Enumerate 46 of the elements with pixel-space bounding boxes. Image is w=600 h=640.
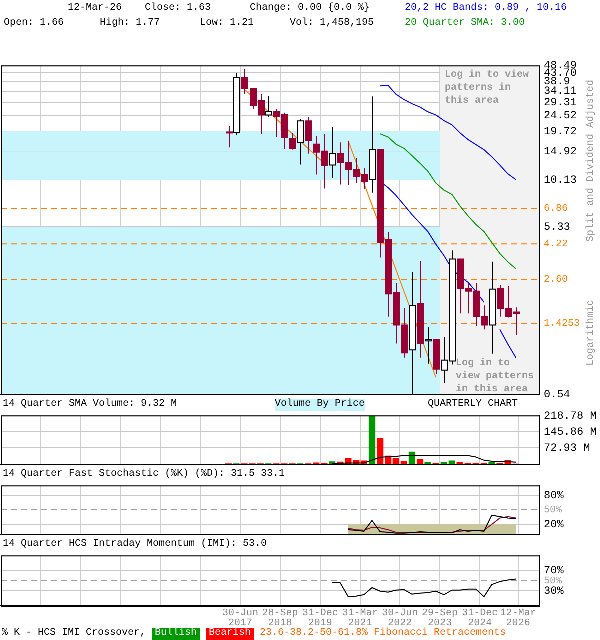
y-tick-label: 24.52: [544, 110, 578, 122]
chart-title: 14 Quarter Fast Stochastic (%K) (%D): 31.5 33.1: [3, 469, 286, 481]
y-tick-label: 145.86 M: [544, 426, 597, 439]
y-tick-label: 10.13: [544, 174, 578, 187]
ref-line-label: 2.60: [544, 275, 568, 286]
text: 12-Mar-26: [68, 3, 122, 15]
text: Vol: 1,458,195: [290, 18, 374, 30]
text: High: 1.77: [100, 18, 160, 30]
text: % K - HCS IMI Crossover,: [2, 628, 146, 640]
ref-line-label: 50%: [544, 506, 562, 517]
y-tick-label: 20%: [544, 520, 564, 532]
bar: [416, 459, 424, 464]
x-tick-label: 12-Mar 2026: [500, 608, 536, 630]
text: 20,2 HC Bands: 0.89 , 10.16: [405, 3, 568, 15]
ref-line-label: 50%: [544, 576, 562, 588]
y-axis-title: Split and Dividend Adjusted: [586, 80, 598, 242]
text: Bearish: [206, 628, 254, 640]
band-label: Log in to view patterns in this area: [445, 69, 530, 108]
y-tick-label: 218.78 M: [544, 410, 597, 423]
text: Close: 1.63: [145, 3, 212, 15]
text: Volume By Price: [275, 399, 366, 411]
text: QUARTERLY CHART: [428, 399, 518, 411]
chart-title: 14 Quarter SMA Volume: 9.32 M: [3, 399, 178, 411]
text: Change: 0.00 {0.0 %}: [250, 3, 370, 15]
chart-title: 14 Quarter HCS Intraday Momentum (IMI): 53.0: [3, 539, 268, 551]
ref-line-label: 1.4253: [544, 319, 580, 330]
y-tick-label: 14.92: [544, 146, 578, 159]
y-tick-label: 5.33: [544, 222, 570, 234]
y-tick-label: 72.93 M: [544, 443, 590, 456]
text: Logarithmic: [586, 300, 598, 366]
y-tick-label: 29.31: [544, 97, 578, 110]
bar: [368, 416, 376, 464]
annotation: Log in to view patterns in this area: [456, 358, 534, 396]
text: Bullish: [152, 628, 200, 640]
text: Open: 1.66: [4, 18, 64, 30]
text: 23.6-38.2-50-61.8% Fibonacci Retracements: [260, 628, 506, 640]
y-tick-label: 30%: [544, 586, 564, 598]
y-tick-label: 70%: [544, 566, 564, 578]
ref-line-label: 4.22: [544, 240, 568, 251]
text: 20 Quarter SMA: 3.00: [405, 18, 526, 30]
y-tick-label: 34.11: [544, 86, 578, 98]
ref-line-label: 6.86: [544, 204, 568, 216]
y-tick-label: 0.54: [544, 389, 571, 402]
y-tick-label: 19.72: [544, 126, 578, 138]
text: Low: 1.21: [200, 18, 254, 30]
y-tick-label: 80%: [544, 490, 564, 502]
